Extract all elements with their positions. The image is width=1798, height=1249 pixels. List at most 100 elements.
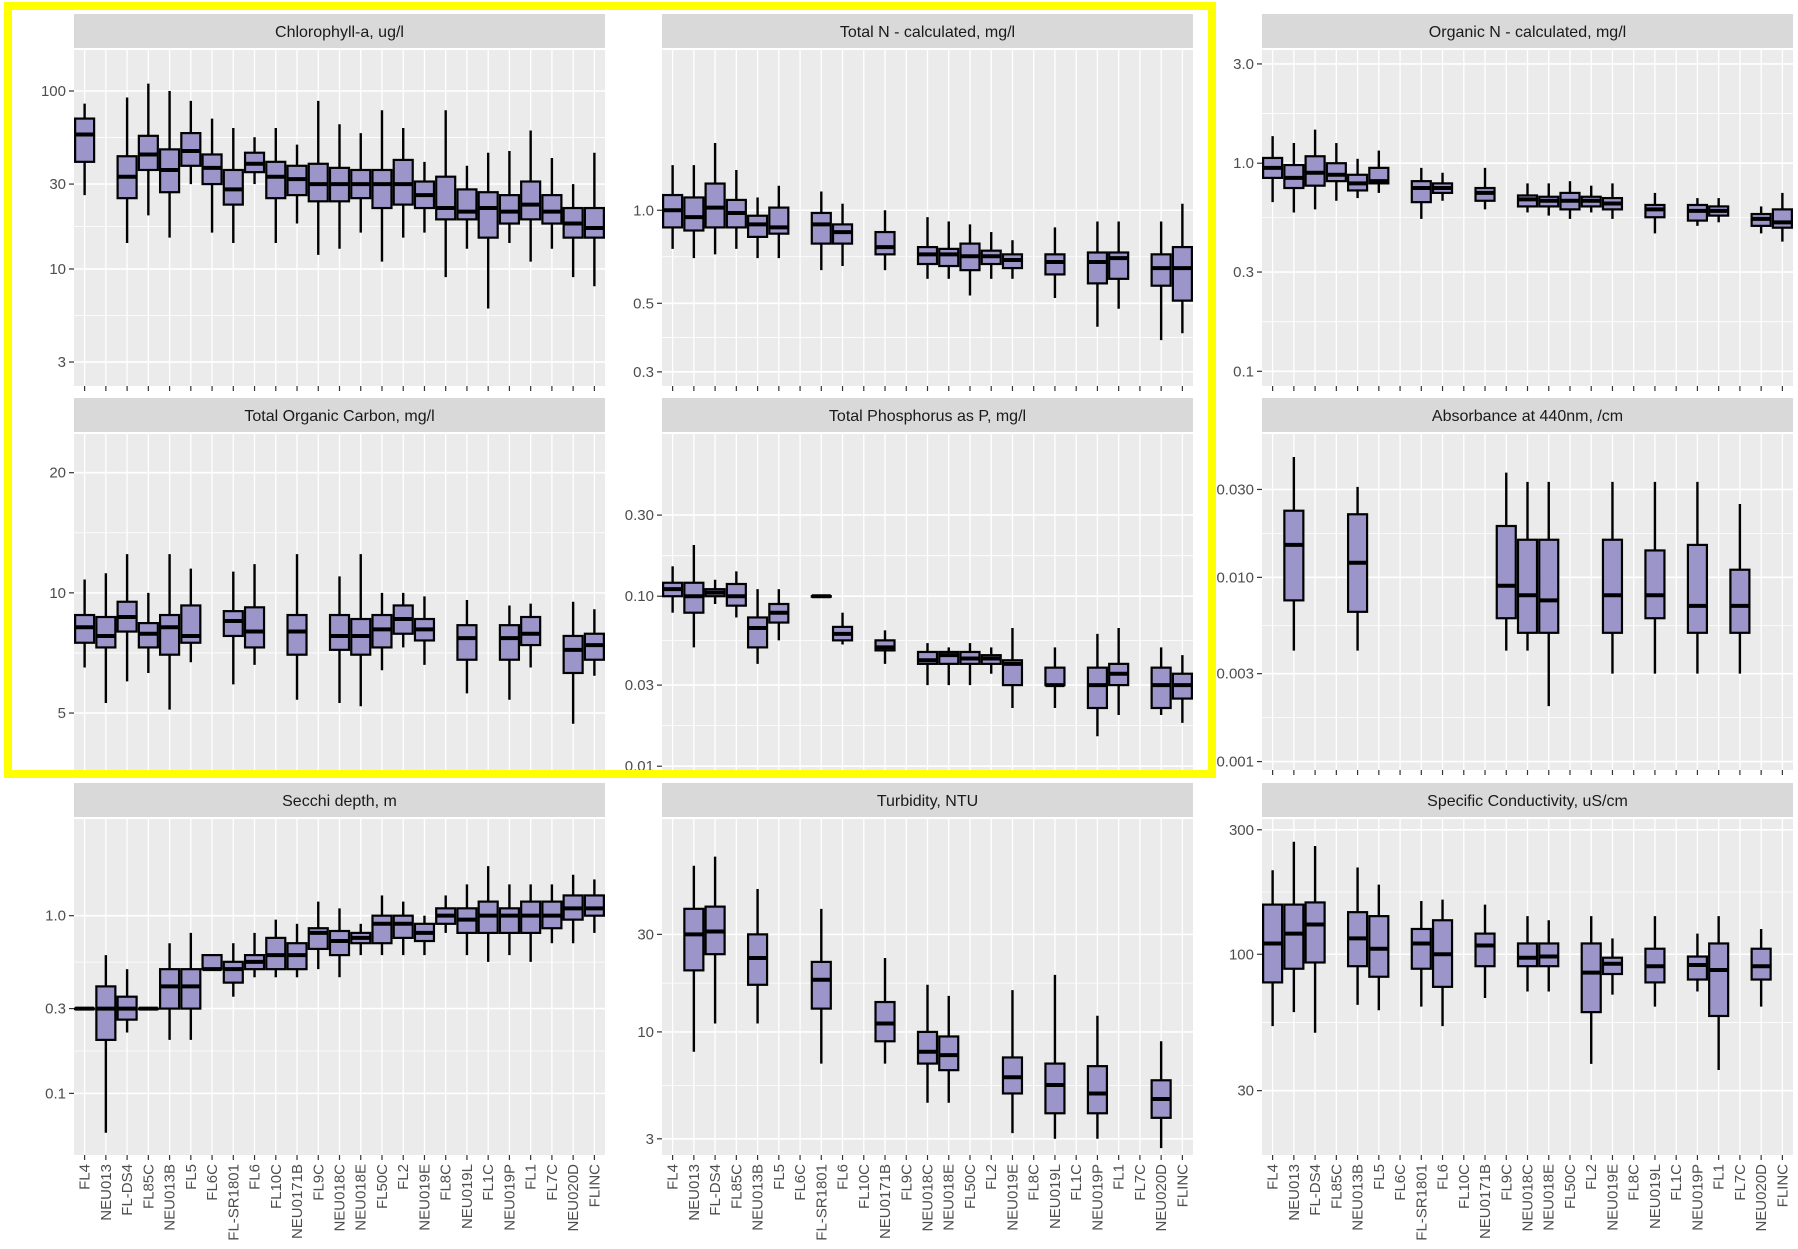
box-FL4 — [1262, 136, 1284, 203]
y-tick-label: 0.03 — [625, 677, 654, 694]
box-NEU020D — [1150, 221, 1172, 341]
box-NEU0171B — [874, 630, 896, 664]
box-iqr — [392, 914, 414, 939]
box-iqr — [74, 117, 96, 163]
box-iqr — [201, 954, 223, 971]
box-iqr — [541, 194, 563, 225]
box-iqr — [520, 615, 542, 647]
box-FL-DS4 — [116, 554, 138, 682]
box-iqr — [874, 639, 896, 652]
box-NEU019L — [1044, 227, 1066, 299]
box-iqr — [1516, 538, 1539, 634]
box-iqr — [1086, 251, 1109, 285]
facet-title: Organic N - calculated, mg/l — [1429, 24, 1626, 41]
box-iqr — [456, 188, 478, 221]
box-iqr — [498, 624, 521, 661]
x-tick-label: FL7C — [1732, 1164, 1749, 1201]
box-FL6 — [1431, 172, 1454, 201]
box-iqr — [1686, 955, 1709, 981]
box-NEU019L — [456, 599, 478, 694]
box-iqr — [1516, 942, 1539, 968]
box-iqr — [222, 960, 244, 984]
box-iqr — [1086, 666, 1109, 710]
box-iqr — [1601, 538, 1624, 634]
box-NEU020D — [1150, 647, 1172, 716]
box-FL-SR1801 — [810, 594, 832, 599]
box-NEU018E — [350, 133, 372, 233]
box-NEU018C — [328, 908, 351, 978]
box-iqr — [1771, 208, 1793, 229]
box-FL85C — [725, 571, 747, 618]
box-FL85C — [137, 83, 159, 216]
highlight-frame — [4, 2, 1216, 778]
box-NEU013B — [1346, 867, 1369, 1005]
box-iqr — [286, 613, 308, 656]
box-iqr — [1750, 947, 1772, 981]
x-tick-label: FLINC — [1774, 1164, 1791, 1208]
box-NEU013B — [158, 943, 181, 1040]
x-tick-label: FL8C — [438, 1164, 455, 1201]
box-iqr — [1410, 180, 1432, 204]
x-tick-label: NEU018C — [1520, 1164, 1537, 1232]
box-NEU019P — [1686, 481, 1709, 674]
box-NEU019E — [1601, 481, 1624, 674]
y-tick-label: 10 — [49, 585, 66, 602]
facet-strip — [1262, 14, 1793, 48]
y-tick-label: 10 — [49, 261, 66, 278]
box-FLINC — [1771, 192, 1793, 242]
y-tick-label: 1.0 — [45, 908, 66, 925]
box-iqr — [498, 194, 521, 225]
box-NEU018C — [916, 217, 939, 279]
x-tick-label: FL50C — [962, 1164, 979, 1209]
box-FL2 — [392, 592, 414, 648]
box-FL50C — [371, 895, 393, 956]
panel-4: Total Organic Carbon, mg/l 5 10 20 — [49, 398, 605, 775]
box-NEU013B — [158, 554, 181, 710]
facet-title: Total Organic Carbon, mg/l — [244, 408, 434, 425]
box-FL50C — [959, 224, 981, 296]
x-tick-label: FL1 — [523, 1164, 540, 1190]
facet-title: Turbidity, NTU — [877, 793, 978, 810]
box-NEU013 — [1283, 457, 1305, 651]
box-FL9C — [1495, 472, 1517, 651]
y-tick-label: 30 — [49, 176, 66, 193]
box-NEU0171B — [1474, 167, 1496, 210]
box-iqr — [874, 230, 896, 256]
box-FL7C — [541, 158, 563, 249]
box-FL5 — [1368, 884, 1390, 1011]
box-FL50C — [1559, 181, 1581, 219]
box-FL-SR1801 — [1410, 167, 1432, 219]
x-tick-label: FL9C — [310, 1164, 327, 1201]
box-NEU019L — [1644, 192, 1666, 234]
panel-2: Total N - calculated, mg/l 0.3 0.5 1.0 — [633, 14, 1193, 391]
box-iqr — [916, 650, 939, 665]
box-iqr — [1325, 162, 1347, 183]
y-tick-label: 300 — [1229, 822, 1254, 839]
box-NEU019E — [1001, 990, 1024, 1134]
box-NEU018C — [1516, 183, 1539, 213]
box-NEU0171B — [286, 923, 308, 978]
x-tick-label: NEU020D — [1153, 1164, 1170, 1232]
x-tick-label: NEU019L — [1047, 1164, 1064, 1229]
box-FL4 — [662, 165, 684, 249]
x-tick-label: FL4 — [1265, 1164, 1282, 1190]
box-FL-SR1801 — [222, 571, 244, 685]
box-FL2 — [980, 647, 1002, 674]
box-FL50C — [959, 643, 981, 686]
x-tick-label: FL10C — [268, 1164, 285, 1209]
x-tick-label: NEU0171B — [877, 1164, 894, 1239]
x-tick-label: NEU019P — [501, 1164, 518, 1231]
box-iqr — [265, 160, 287, 200]
box-FLINC — [1171, 655, 1193, 723]
x-tick-label: FL-DS4 — [1307, 1164, 1324, 1216]
x-tick-label: NEU018E — [1541, 1164, 1558, 1231]
box-iqr — [158, 613, 181, 656]
y-tick-label: 30 — [1237, 1083, 1254, 1100]
box-NEU013B — [1346, 158, 1369, 199]
box-NEU018E — [938, 221, 960, 279]
box-NEU019L — [456, 165, 478, 249]
box-iqr — [810, 211, 832, 245]
y-tick-label: 1.0 — [633, 202, 654, 219]
box-iqr — [371, 168, 393, 210]
x-tick-label: FL1C — [1068, 1164, 1085, 1201]
